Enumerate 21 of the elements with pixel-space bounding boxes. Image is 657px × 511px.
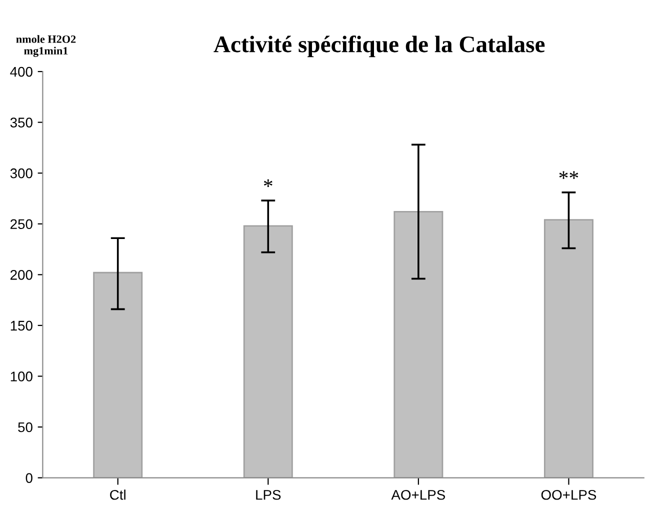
x-tick-label: AO+LPS <box>391 490 446 500</box>
y-tick-label: 100 <box>10 372 32 382</box>
bar <box>544 219 594 478</box>
y-tick-label: 400 <box>10 66 32 77</box>
annotation: ** <box>559 171 578 179</box>
y-axis-title: nmole H2O2 mg1min1 <box>16 35 76 57</box>
chart-title: Activité spécifique de la Catalase <box>214 35 545 58</box>
x-tick-label: Ctl <box>110 490 126 500</box>
bar <box>93 272 143 478</box>
bar <box>243 225 293 478</box>
y-tick-label: 300 <box>10 168 32 178</box>
y-tick-label: 150 <box>10 320 32 331</box>
x-tick-label: OO+LPS <box>541 490 596 500</box>
x-tick-label: LPS <box>256 490 281 500</box>
y-tick-label: 200 <box>10 270 32 280</box>
y-tick-label: 350 <box>10 118 32 128</box>
annotation: * <box>264 179 272 188</box>
y-tick-label: 250 <box>10 219 32 230</box>
y-tick-label: 0 <box>26 473 32 483</box>
bar <box>394 211 444 478</box>
y-tick-label: 50 <box>18 422 32 432</box>
